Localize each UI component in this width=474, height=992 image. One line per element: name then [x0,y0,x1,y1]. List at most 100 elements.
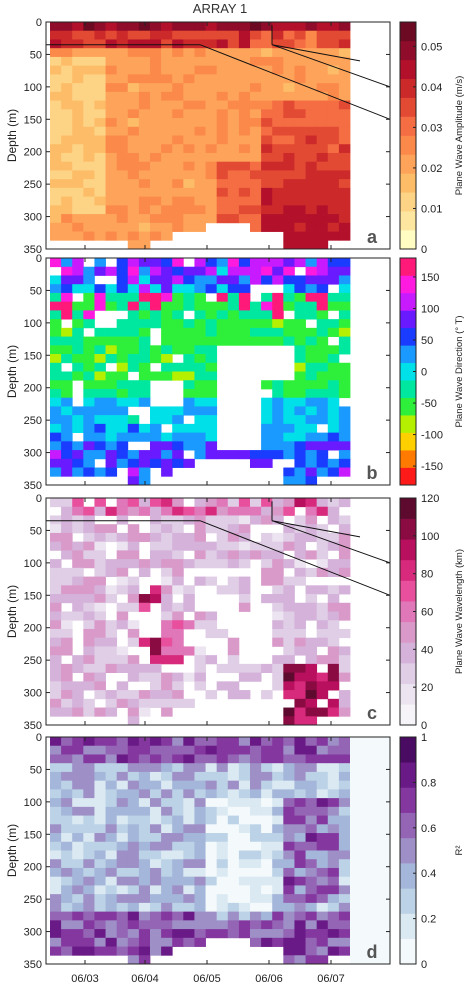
heatmap-cell [94,559,106,569]
heatmap-cell [172,672,184,682]
panel-letter: a [367,227,378,247]
heatmap-cell [327,515,340,525]
heatmap-cell [338,628,351,639]
heatmap-cell [50,196,62,206]
heatmap-cell [272,214,284,224]
heatmap-cell [138,109,151,119]
heatmap-cell [105,109,118,119]
heatmap-cell [50,806,62,816]
heatmap-cell [94,498,106,508]
heatmap-cell [50,100,62,110]
heatmap-cell [216,30,229,40]
heatmap-cell [83,22,95,32]
heatmap-cell [83,406,95,416]
heatmap-cell [272,763,284,773]
heatmap-cell [94,681,106,691]
heatmap-cell [105,798,118,808]
heatmap-cell [72,737,84,747]
heatmap-cell [283,423,295,434]
heatmap-cell [316,397,329,407]
heatmap-cell [305,585,318,595]
heatmap-cell [283,39,295,49]
heatmap-cell [238,196,251,206]
heatmap-cell [283,646,295,656]
heatmap-cell [316,885,329,895]
heatmap-cell [61,48,73,58]
heatmap-cell [238,602,251,612]
heatmap-cell [72,30,84,40]
heatmap-cell [183,380,195,390]
heatmap-cell [94,467,106,477]
heatmap-cell [161,205,173,215]
heatmap-cell [138,754,151,764]
heatmap-cell [161,815,173,825]
heatmap-cell [316,170,329,180]
heatmap-cell [183,737,195,747]
heatmap-cell [94,222,106,232]
heatmap-cell [72,841,84,851]
heatmap-cell [50,48,62,58]
heatmap-cell [138,126,151,136]
heatmap-cell [94,336,106,346]
heatmap-cell [83,336,95,346]
heatmap-cell [216,118,229,128]
heatmap-cell [283,152,295,163]
heatmap-cell [50,30,62,40]
heatmap-cell [294,567,306,577]
figure-title: ARRAY 1 [193,1,247,16]
heatmap-cell [216,196,229,206]
heatmap-cell [161,611,173,621]
heatmap-cell [172,585,184,595]
heatmap-cell [316,406,329,416]
heatmap-cell [116,576,129,586]
heatmap-cell [261,22,273,32]
heatmap-cell [261,867,273,878]
heatmap-cell [216,319,229,329]
heatmap-cell [127,585,140,595]
heatmap-cell [61,824,73,834]
heatmap-cell [272,65,284,75]
heatmap-cell [305,567,318,577]
heatmap-cell [183,902,195,913]
heatmap-cell [283,196,295,206]
heatmap-cell [238,319,251,329]
heatmap-cell [316,559,329,569]
heatmap-cell [94,771,106,782]
heatmap-cell [338,118,351,128]
heatmap-cell [127,74,140,84]
heatmap-cell [205,56,218,67]
heatmap-cell [72,222,84,232]
heatmap-cell [150,301,162,311]
heatmap-cell [305,902,318,913]
heatmap-cell [261,902,273,913]
heatmap-cell [83,541,95,551]
heatmap-cell [127,144,140,154]
heatmap-cell [227,524,240,534]
heatmap-cell [127,690,140,700]
heatmap-cell [138,118,151,128]
heatmap-cell [305,336,318,346]
heatmap-cell [183,284,195,294]
heatmap-cell [105,833,118,843]
heatmap-cell [294,284,306,294]
heatmap-cell [183,894,195,904]
heatmap-cell [283,602,295,612]
heatmap-cell [94,170,106,180]
heatmap-cell [72,423,84,434]
heatmap-cell [327,681,340,691]
heatmap-cell [216,789,229,799]
heatmap-cell [327,187,340,198]
heatmap-cell [105,707,118,717]
heatmap-cell [305,170,318,180]
heatmap-cell [238,170,251,180]
heatmap-cell [194,258,206,268]
heatmap-cell [250,258,262,268]
heatmap-cell [50,170,62,180]
heatmap-cell [294,275,306,285]
heatmap-cell [327,672,340,682]
heatmap-cell [272,498,284,508]
heatmap-cell [116,859,129,869]
heatmap-cell [94,859,106,869]
heatmap-cell [316,222,329,232]
heatmap-cell [105,48,118,58]
